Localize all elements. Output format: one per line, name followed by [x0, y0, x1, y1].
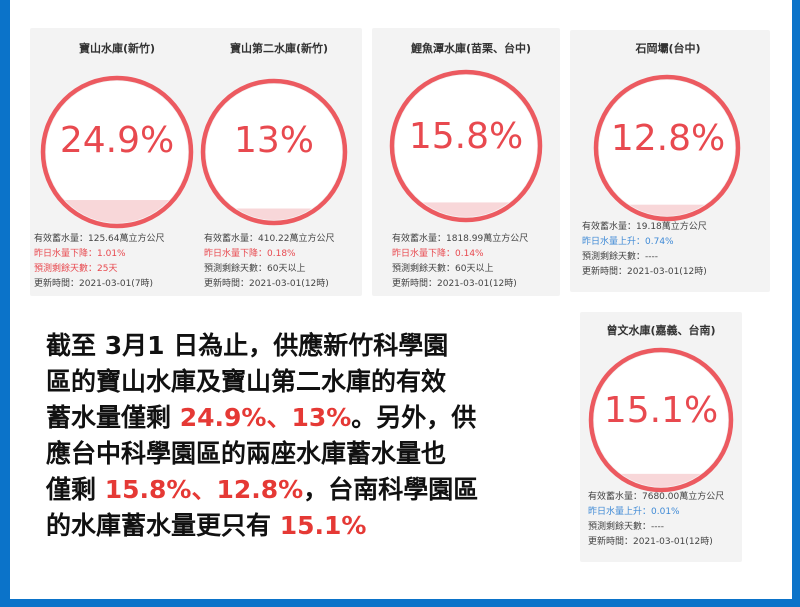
reservoir-percent: 15.1% [603, 390, 719, 431]
gauge-background [594, 353, 728, 487]
reservoir-name: 鯉魚潭水庫(苗栗、台中) [410, 42, 532, 55]
reservoir-updated: 更新時間：2021-03-01(12時) [582, 267, 707, 277]
reservoir-gauge [593, 74, 741, 222]
article-caption: 截至 3月1 日為止，供應新竹科學園 區的寶山水庫及寶山第二水庫的有效 蓄水量僅… [46, 328, 566, 544]
reservoir-updated: 更新時間：2021-03-01(12時) [588, 537, 713, 547]
reservoir-gauge [389, 69, 543, 223]
gauge-background [599, 80, 735, 216]
reservoir-gauge [40, 75, 194, 229]
caption-text: ，台南科學園區 [303, 475, 479, 504]
gauge-water-fill [395, 202, 537, 217]
caption-highlight: 15.8%、12.8% [104, 475, 304, 504]
reservoir-info: 有效蓄水量：19.18萬立方公尺 昨日水量上升：0.74% 預測剩餘天數：---… [582, 220, 707, 280]
caption-text: 蓄水量僅剩 [46, 403, 180, 432]
reservoir-updated: 更新時間：2021-03-01(7時) [34, 279, 154, 289]
reservoir-updated: 更新時間：2021-03-01(12時) [392, 279, 517, 289]
reservoir-info: 有效蓄水量：1818.99萬立方公尺 昨日水量下降：0.14% 預測剩餘天數：6… [392, 232, 528, 292]
reservoir-info: 有效蓄水量：7680.00萬立方公尺 昨日水量上升：0.01% 預測剩餘天數：-… [588, 490, 724, 550]
reservoir-card: 寶山第二水庫(新竹) 13% 有效蓄水量：410.22萬立方公尺 昨日水量下降：… [200, 40, 358, 295]
reservoir-percent: 13% [233, 120, 314, 161]
reservoir-days: 預測剩餘天數：60天以上 [392, 264, 494, 274]
reservoir-percent: 24.9% [59, 120, 175, 161]
reservoir-change: 昨日水量下降：1.01% [34, 249, 126, 259]
reservoir-card: 鯉魚潭水庫(苗栗、台中) 15.8% 有效蓄水量：1818.99萬立方公尺 昨日… [382, 40, 543, 295]
reservoir-days: 預測剩餘天數：---- [582, 252, 658, 262]
frame-right-border [792, 0, 800, 607]
reservoir-name: 寶山第二水庫(新竹) [229, 42, 329, 55]
caption-line: 蓄水量僅剩 24.9%、13%。另外，供 [46, 400, 566, 436]
gauge-water-fill [599, 204, 735, 216]
reservoir-change: 昨日水量下降：0.18% [204, 249, 296, 259]
reservoir-days: 預測剩餘天數：---- [588, 522, 664, 532]
caption-line: 的水庫蓄水量更只有 15.1% [46, 508, 566, 544]
frame-left-border [0, 0, 10, 607]
caption-highlight: 15.1% [279, 511, 367, 540]
caption-text: 僅剩 [46, 475, 105, 504]
reservoir-volume: 有效蓄水量：19.18萬立方公尺 [582, 222, 707, 232]
gauge-background [395, 75, 537, 217]
reservoir-change: 昨日水量上升：0.74% [582, 237, 674, 247]
gauge-ring [200, 78, 348, 226]
reservoir-volume: 有效蓄水量：1818.99萬立方公尺 [392, 234, 529, 244]
caption-line: 應台中科學園區的兩座水庫蓄水量也 [46, 439, 447, 468]
caption-line: 截至 3月1 日為止，供應新竹科學園 [46, 331, 449, 360]
gauge-ring [40, 75, 194, 229]
caption-line: 區的寶山水庫及寶山第二水庫的有效 [46, 367, 447, 396]
gauge-ring [593, 74, 741, 222]
reservoir-info: 有效蓄水量：410.22萬立方公尺 昨日水量下降：0.18% 預測剩餘天數：60… [204, 232, 335, 292]
reservoir-gauge [200, 78, 348, 226]
reservoir-name: 寶山水庫(新竹) [78, 42, 156, 55]
reservoir-percent: 15.8% [408, 116, 524, 157]
gauge-ring [588, 347, 734, 493]
reservoir-card: 寶山水庫(新竹) 24.9% 有效蓄水量：125.64萬立方公尺 昨日水量下降：… [34, 40, 196, 295]
gauge-water-fill [206, 208, 342, 220]
caption-line: 僅剩 15.8%、12.8%，台南科學園區 [46, 472, 566, 508]
gauge-background [46, 81, 188, 223]
reservoir-change: 昨日水量上升：0.01% [588, 507, 680, 517]
reservoir-days: 預測剩餘天數：60天以上 [204, 264, 306, 274]
gauge-ring [389, 69, 543, 223]
reservoir-percent: 12.8% [610, 118, 726, 159]
reservoir-days: 預測剩餘天數：25天 [34, 264, 118, 274]
gauge-water-fill [46, 200, 188, 223]
reservoir-name: 曾文水庫(嘉義、台南) [606, 324, 716, 337]
reservoir-card: 石岡壩(台中) 12.8% 有效蓄水量：19.18萬立方公尺 昨日水量上升：0.… [578, 40, 758, 290]
reservoir-gauge [588, 347, 734, 493]
reservoir-card: 曾文水庫(嘉義、台南) 15.1% 有效蓄水量：7680.00萬立方公尺 昨日水… [584, 322, 738, 562]
reservoir-change: 昨日水量下降：0.14% [392, 249, 484, 259]
caption-text: 的水庫蓄水量更只有 [46, 511, 280, 540]
caption-highlight: 24.9%、13% [179, 403, 352, 432]
reservoir-volume: 有效蓄水量：7680.00萬立方公尺 [588, 492, 725, 502]
reservoir-updated: 更新時間：2021-03-01(12時) [204, 279, 329, 289]
frame-bottom-border [0, 599, 800, 607]
reservoir-info: 有效蓄水量：125.64萬立方公尺 昨日水量下降：1.01% 預測剩餘天數：25… [34, 232, 165, 292]
gauge-background [206, 84, 342, 220]
caption-text: 。另外，供 [351, 403, 477, 432]
reservoir-name: 石岡壩(台中) [635, 42, 701, 55]
reservoir-volume: 有效蓄水量：125.64萬立方公尺 [34, 234, 165, 244]
gauge-water-fill [594, 473, 728, 487]
reservoir-volume: 有效蓄水量：410.22萬立方公尺 [204, 234, 335, 244]
